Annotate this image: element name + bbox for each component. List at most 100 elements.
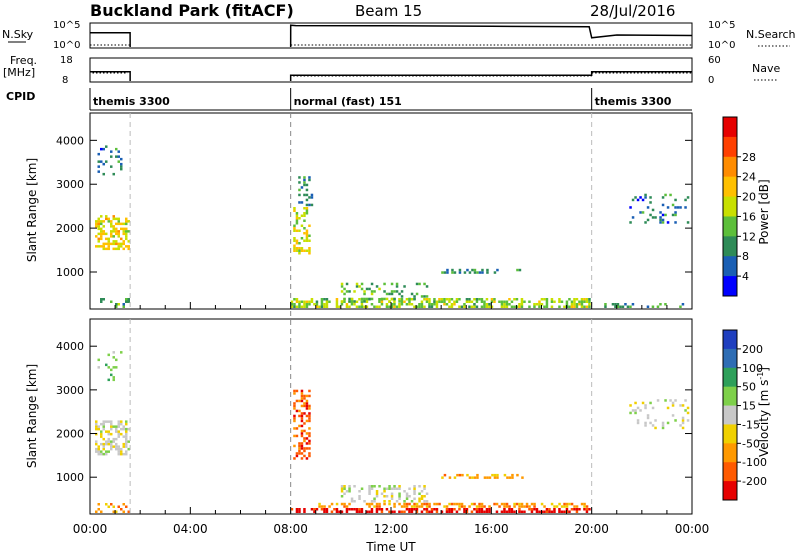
heat-cell [97,245,100,248]
heat-cell [570,300,574,303]
heat-cell [308,432,311,435]
colorbar-frame [722,116,738,297]
heat-cell [303,227,306,230]
heat-cell [393,487,396,490]
heat-cell [115,445,118,448]
heat-cell [440,298,444,301]
heat-cell [363,292,366,296]
heat-cell [95,447,98,451]
heat-cell [378,505,381,508]
heat-cell [110,422,113,426]
heat-cell [583,502,586,506]
heat-cell [100,237,103,241]
heat-cell [398,485,401,488]
heat-cell [117,150,120,153]
heat-cell [453,271,457,274]
heat-cell [631,198,635,202]
heat-cell [681,419,685,422]
heat-cell [505,510,509,513]
heat-cell [450,303,454,306]
heat-cell [308,452,311,455]
heat-cell [443,473,447,477]
heat-cell [303,214,306,217]
heat-cell [120,427,123,431]
heat-cell [451,271,454,274]
heat-cell [563,502,566,506]
heat-cell [112,225,115,228]
heat-cell [443,298,446,301]
heat-cell [345,508,349,511]
heat-cell [403,285,406,288]
heat-cell [430,508,434,511]
heat-cell [435,510,439,513]
heat-cell [468,298,471,301]
heat-cell [528,305,531,308]
power-colorbar-label: Power [dB] [757,179,771,244]
heat-cell [345,305,349,308]
heat-cell [403,502,406,506]
heat-cell [513,502,516,506]
heat-cell [308,389,311,393]
heat-cell [553,505,556,508]
heat-cell [102,172,105,176]
heat-cell [120,242,123,246]
heat-cell [666,221,670,224]
heat-cell [300,419,304,423]
heat-cell [388,510,391,513]
heat-cell [518,305,521,308]
heat-cell [629,411,632,415]
heat-cell [410,510,414,513]
heat-cell [473,508,476,511]
heat-cell [493,502,496,506]
heat-cell [348,508,351,511]
heat-cell [293,298,296,301]
heat-cell [438,300,441,303]
heat-cell [468,305,471,308]
heat-cell [293,414,296,418]
heat-cell [95,510,98,513]
heat-cell [383,290,386,293]
heat-cell [120,227,123,231]
heat-cell [656,305,660,308]
heat-cell [674,419,677,422]
heat-cell [375,508,379,511]
colorbar-swatch [723,196,737,217]
heat-cell [390,290,394,293]
heat-cell [460,502,464,506]
heat-cell [100,442,103,446]
heat-cell [360,297,364,301]
colorbar-tick-label: 50 [742,381,756,394]
heat-cell [616,305,620,308]
heat-cell [580,303,584,306]
heat-cell [445,510,449,513]
heat-cell [300,414,304,418]
colorbar-tick-label: -200 [742,475,767,488]
heat-cell [102,225,105,228]
heat-cell [305,193,309,197]
heat-cell [125,505,128,508]
heat-cell [415,292,419,296]
heat-cell [305,404,309,408]
heat-cell [420,505,424,508]
heat-cell [370,485,374,488]
heat-cell [453,303,456,306]
heat-cell [117,242,120,246]
heat-cell [303,303,306,306]
heat-cell [335,300,339,303]
heat-cell [385,292,389,296]
heat-cell [380,508,384,511]
heat-cell [395,487,399,490]
heat-cell [117,245,120,248]
heat-cell [298,217,301,220]
heat-cell [112,505,115,508]
heat-cell [122,230,125,233]
heat-cell [583,305,586,308]
heat-cell [393,303,396,306]
heat-cell [686,411,690,415]
heat-cell [408,303,411,306]
heat-cell [343,505,346,508]
heat-cell [428,298,431,301]
heat-cell [120,420,123,423]
heat-cell [395,290,399,293]
heat-cell [413,295,416,298]
